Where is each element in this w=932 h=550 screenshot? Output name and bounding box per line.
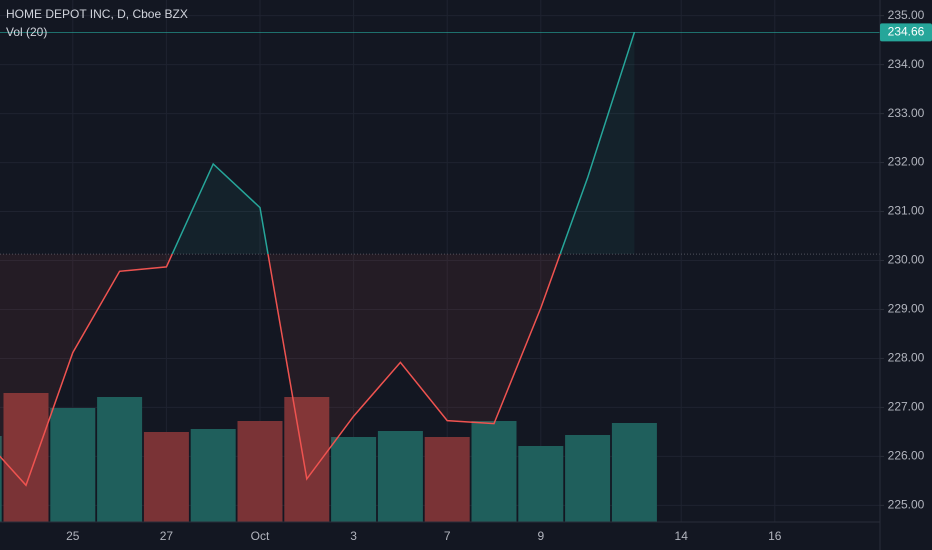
x-tick-label: 27 (160, 529, 174, 543)
x-tick-label: 14 (675, 529, 689, 543)
volume-bar (424, 437, 470, 522)
volume-bar (97, 397, 143, 522)
y-tick-label: 229.00 (888, 302, 925, 316)
x-tick-label: 9 (537, 529, 544, 543)
chart-title: HOME DEPOT INC, D, Cboe BZX (6, 7, 188, 21)
y-tick-label: 225.00 (888, 498, 925, 512)
volume-bar (190, 429, 236, 522)
indicator-label: Vol (20) (6, 25, 47, 39)
volume-bar (565, 435, 611, 522)
x-tick-label: 25 (66, 529, 80, 543)
last-price-box (880, 23, 932, 42)
last-price-label: 234.66 (888, 24, 925, 38)
y-tick-label: 235.00 (888, 8, 925, 22)
volume-bar (377, 431, 423, 522)
y-tick-label: 226.00 (888, 449, 925, 463)
x-tick-label: 7 (444, 529, 451, 543)
volume-bar (0, 436, 2, 522)
volume-bar (518, 446, 564, 522)
volume-bar (143, 432, 189, 522)
y-tick-label: 232.00 (888, 155, 925, 169)
volume-bar (471, 421, 517, 522)
volume-bar (237, 421, 283, 522)
volume-bar (50, 408, 96, 522)
area-up (0, 32, 635, 255)
x-tick-label: Oct (251, 529, 270, 543)
y-tick-label: 234.00 (888, 57, 925, 71)
y-tick-label: 228.00 (888, 351, 925, 365)
area-down (0, 254, 561, 486)
volume-bar (611, 423, 657, 522)
y-tick-label: 230.00 (888, 253, 925, 267)
volume-bar (3, 393, 49, 522)
line-down (0, 254, 561, 487)
x-tick-label: 3 (350, 529, 357, 543)
y-tick-label: 231.00 (888, 204, 925, 218)
x-tick-label: 16 (768, 529, 782, 543)
y-tick-label: 233.00 (888, 106, 925, 120)
volume-bar (331, 437, 377, 522)
y-tick-label: 227.00 (888, 400, 925, 414)
